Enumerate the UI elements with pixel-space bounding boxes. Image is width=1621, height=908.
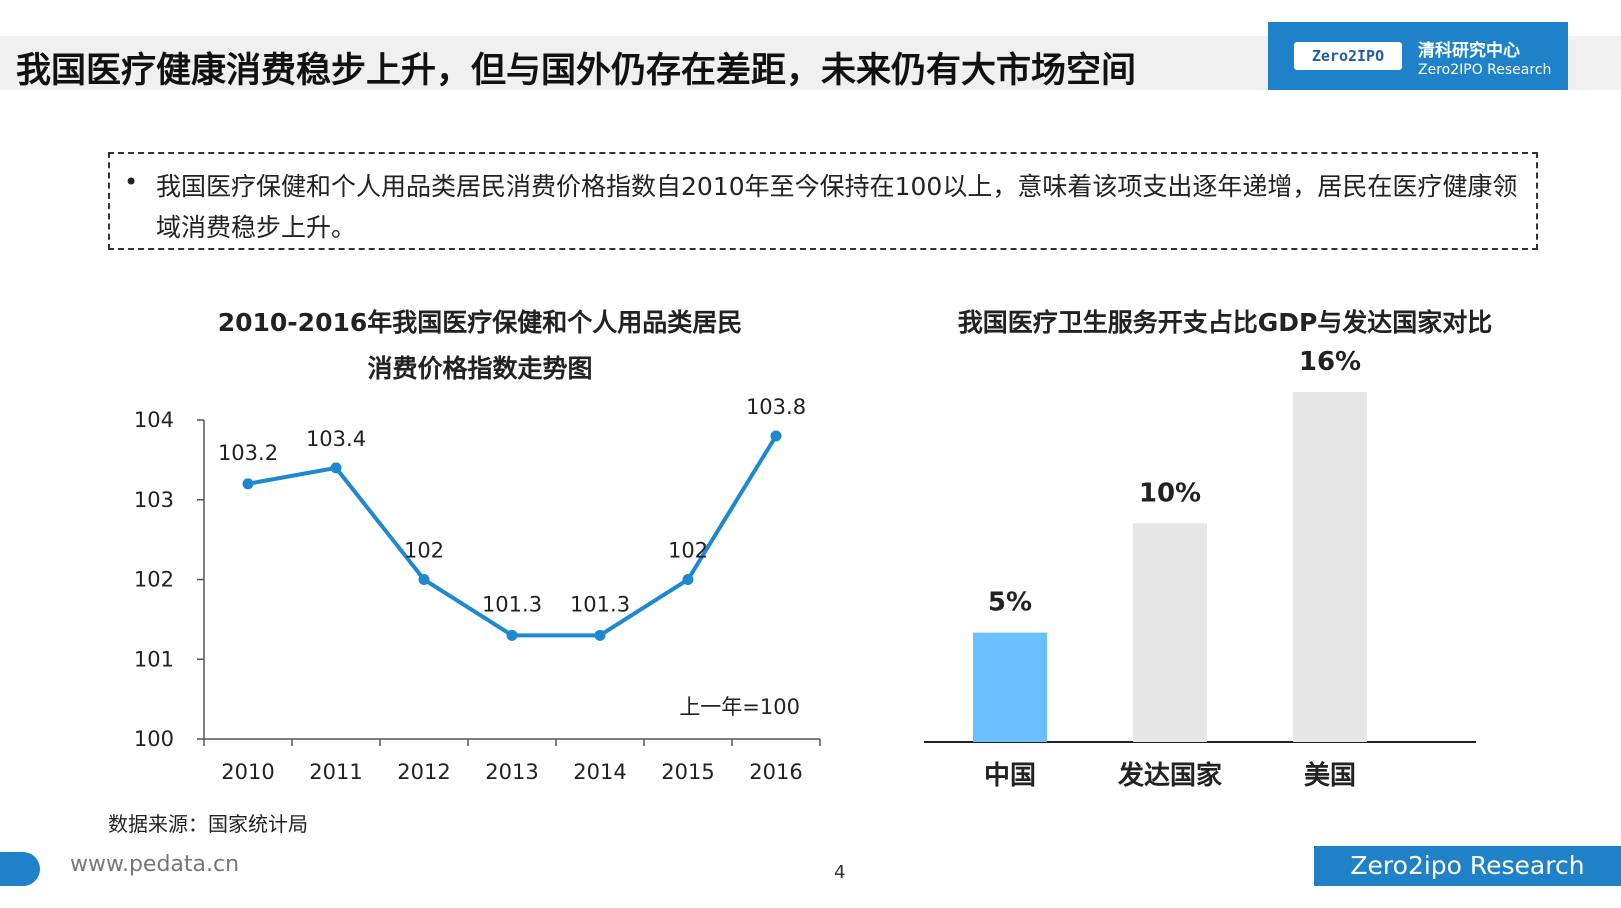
data-point	[506, 629, 518, 641]
line-chart-title: 2010-2016年我国医疗保健和个人用品类居民 消费价格指数走势图	[120, 300, 840, 392]
summary-box: • 我国医疗保健和个人用品类居民消费价格指数自2010年至今保持在100以上，意…	[108, 152, 1538, 250]
line-chart-title-line-2: 消费价格指数走势图	[367, 354, 593, 383]
bar-category-label: 发达国家	[1117, 760, 1222, 791]
data-point	[594, 629, 606, 641]
x-tick-label: 2011	[309, 760, 362, 784]
bar	[1133, 523, 1207, 742]
data-label: 101.3	[482, 592, 542, 616]
data-point	[242, 478, 254, 490]
line-chart-title-line-1: 2010-2016年我国医疗保健和个人用品类居民	[217, 308, 743, 337]
x-tick-label: 2016	[749, 760, 802, 784]
data-label: 103.8	[746, 395, 806, 419]
data-label: 103.2	[218, 441, 278, 465]
data-point	[682, 574, 694, 585]
bullet-icon: •	[124, 168, 139, 196]
y-tick-label: 100	[134, 727, 174, 751]
page-number: 4	[834, 862, 846, 883]
data-label: 102	[668, 539, 708, 563]
bar	[1293, 392, 1367, 742]
zero2ipo-logo-mark: Zero2IPO	[1294, 42, 1402, 70]
data-point	[418, 574, 430, 585]
logo-english-name: Zero2IPO Research	[1418, 62, 1552, 78]
y-tick-label: 104	[134, 408, 174, 432]
line-chart: 100 101 102 103 104 2010 2011 2012 2013 2014 2015 2…	[134, 395, 821, 784]
data-label: 103.4	[306, 427, 366, 451]
x-tick-label: 2014	[573, 760, 626, 784]
summary-text: 我国医疗保健和个人用品类居民消费价格指数自2010年至今保持在100以上，意味着…	[156, 172, 1518, 242]
bar-category-label: 美国	[1304, 760, 1356, 791]
x-tick-label: 2013	[485, 760, 538, 784]
brand-logo: Zero2IPO 清科研究中心 Zero2IPO Research	[1268, 22, 1568, 90]
footer-accent-tab	[0, 852, 40, 886]
bar-value-label: 16%	[1299, 347, 1361, 377]
bar-value-label: 10%	[1139, 478, 1201, 508]
bar-chart: 5% 中国 10% 发达国家 16% 美国	[924, 347, 1476, 791]
y-tick-label: 101	[134, 647, 174, 671]
data-point	[770, 430, 782, 442]
bar-category-label: 中国	[984, 761, 1036, 791]
footer-url: www.pedata.cn	[70, 852, 240, 877]
data-label: 101.3	[570, 592, 630, 616]
bar-chart-title: 我国医疗卫生服务开支占比GDP与发达国家对比	[957, 308, 1493, 337]
footer-brand: Zero2ipo Research	[1314, 846, 1621, 886]
y-tick-label: 103	[134, 488, 174, 512]
source-note: 数据来源：国家统计局	[108, 812, 308, 836]
page-title: 我国医疗健康消费稳步上升，但与国外仍存在差距，未来仍有大市场空间	[16, 51, 1137, 91]
x-tick-label: 2012	[397, 760, 450, 784]
bar-value-label: 5%	[988, 588, 1032, 618]
y-tick-label: 102	[134, 568, 174, 592]
x-tick-label: 2015	[661, 760, 714, 784]
data-label: 102	[404, 539, 444, 563]
logo-chinese-name: 清科研究中心	[1418, 41, 1520, 61]
chart-annotation: 上一年=100	[679, 695, 800, 719]
x-tick-label: 2010	[221, 760, 274, 784]
bar	[973, 632, 1047, 742]
data-point	[330, 462, 342, 474]
